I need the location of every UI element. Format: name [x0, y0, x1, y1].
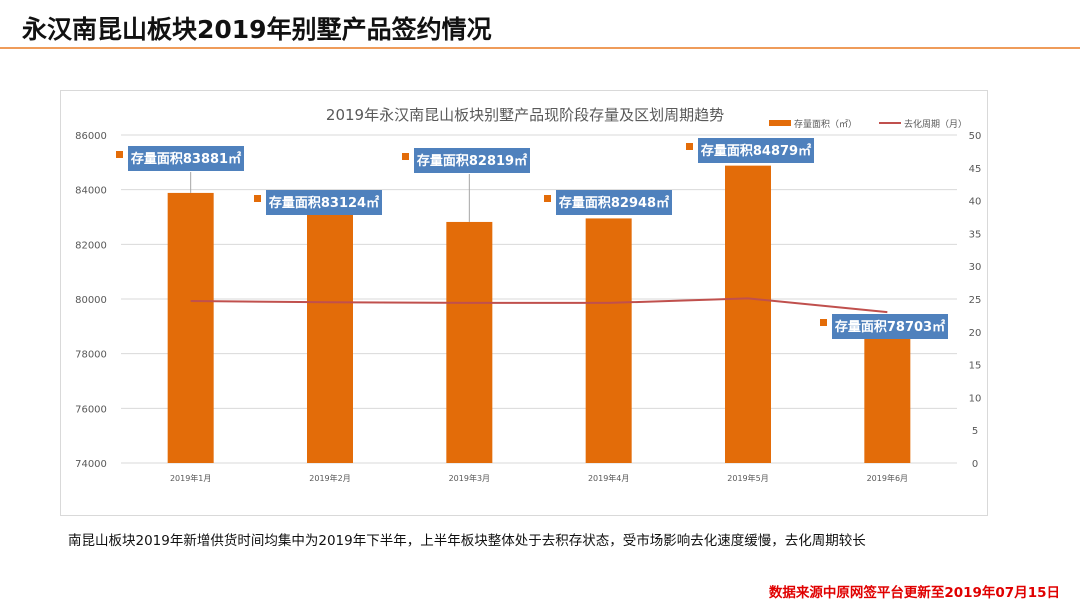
y-left-tick: 74000	[75, 459, 107, 470]
data-label: 存量面积82819㎡	[417, 153, 527, 169]
data-label-box	[556, 190, 672, 215]
y-right-tick: 15	[969, 361, 982, 372]
bar	[585, 218, 632, 463]
x-tick: 2019年5月	[727, 473, 768, 483]
bar	[167, 192, 214, 463]
legend-line-label: 去化周期（月）	[904, 118, 967, 130]
data-label-box	[266, 190, 382, 215]
label-marker	[544, 195, 551, 202]
x-tick: 2019年2月	[309, 473, 350, 483]
bar	[446, 221, 493, 463]
data-label: 存量面积84879㎡	[701, 143, 811, 159]
y-left-tick: 76000	[75, 404, 107, 415]
chart-svg: 2019年永汉南昆山板块别墅产品现阶段存量及区划周期趋势 74000 76000 78…	[75, 106, 982, 483]
label-marker	[820, 319, 827, 326]
x-tick: 2019年4月	[588, 473, 629, 483]
legend-bar-label: 存量面积（㎡）	[794, 118, 857, 130]
x-tick: 2019年3月	[449, 473, 490, 483]
label-marker	[686, 143, 693, 150]
x-tick: 2019年6月	[867, 473, 908, 483]
bar	[864, 334, 911, 463]
data-label-box	[414, 148, 530, 173]
y-right-tick: 30	[969, 262, 982, 273]
y-right-tick: 35	[969, 229, 982, 240]
data-label: 存量面积83124㎡	[269, 195, 379, 211]
data-label-box	[832, 314, 948, 339]
y-right-tick: 40	[969, 197, 982, 208]
label-marker	[116, 151, 123, 158]
label-marker	[402, 153, 409, 160]
y-right-tick: 45	[969, 164, 982, 175]
data-label-box	[698, 138, 814, 163]
data-label: 存量面积78703㎡	[835, 319, 945, 335]
data-label: 存量面积82948㎡	[559, 195, 669, 211]
title-divider	[0, 47, 1080, 49]
y-right-tick: 25	[969, 295, 982, 306]
data-source: 数据来源中原网签平台更新至2019年07月15日	[768, 585, 1060, 601]
x-tick: 2019年1月	[170, 473, 211, 483]
y-left-tick: 80000	[75, 295, 107, 306]
y-left-tick: 84000	[75, 186, 107, 197]
chart: 2019年永汉南昆山板块别墅产品现阶段存量及区划周期趋势 74000 76000 78…	[60, 90, 988, 516]
y-right-tick: 10	[969, 393, 982, 404]
y-right-tick: 5	[972, 426, 978, 437]
label-marker	[254, 195, 261, 202]
y-left-tick: 86000	[75, 131, 107, 142]
legend-bar-swatch	[769, 120, 791, 126]
y-right-tick: 0	[972, 459, 978, 470]
bar	[307, 213, 353, 463]
footer-note: 南昆山板块2019年新增供货时间均集中为2019年下半年，上半年板块整体处于去积…	[68, 533, 866, 549]
y-right-tick: 50	[969, 131, 982, 142]
bar	[725, 165, 771, 463]
chart-title: 2019年永汉南昆山板块别墅产品现阶段存量及区划周期趋势	[326, 106, 724, 124]
line-series	[190, 297, 888, 314]
data-label-box	[128, 146, 244, 171]
y-left-tick: 78000	[75, 350, 107, 361]
page-title: 永汉南昆山板块2019年别墅产品签约情况	[22, 15, 492, 44]
data-label: 存量面积83881㎡	[131, 151, 241, 167]
y-right-tick: 20	[969, 328, 982, 339]
y-left-tick: 82000	[75, 240, 107, 251]
